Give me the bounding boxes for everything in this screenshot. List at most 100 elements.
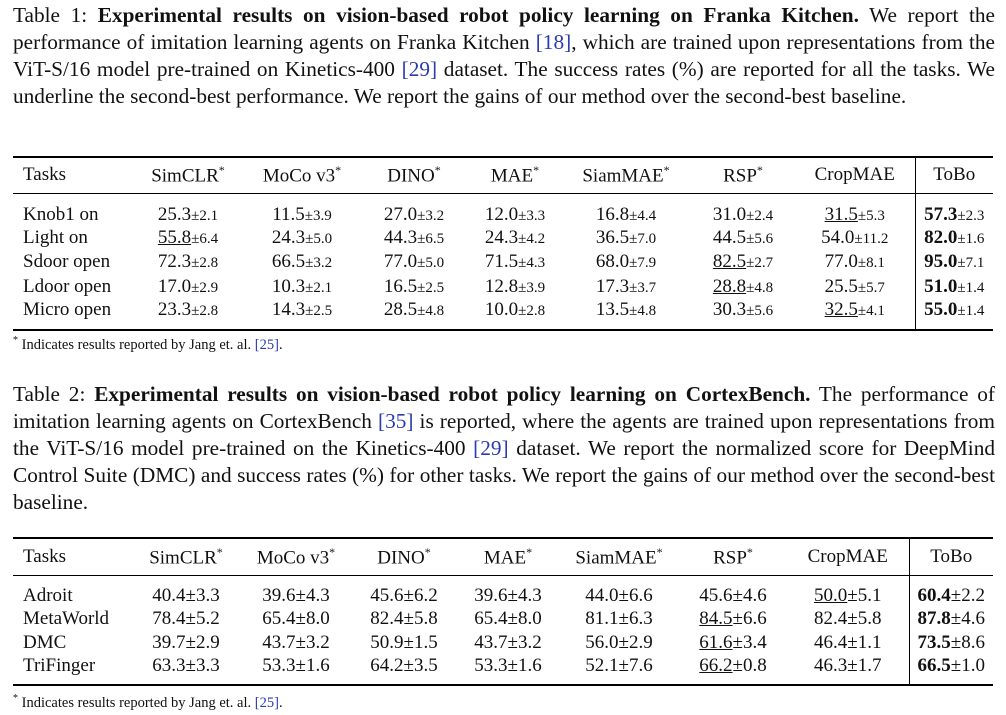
cell-simclr: 40.4±3.3 [152, 585, 220, 606]
row-task-label: DMC [23, 632, 67, 653]
cell-tobo: 51.0±1.4 [914, 274, 993, 299]
cell-rsp: 84.5±6.6 [699, 608, 767, 629]
cell-siammae: 68.0±7.9 [595, 251, 657, 273]
header-cropmae: CropMAE [787, 537, 909, 576]
table-row: Adroit 40.4±3.3 39.6±4.3 45.6±6.2 39.6±4.3 44… [13, 575, 993, 607]
cell-siammae: 56.0±2.9 [585, 632, 653, 653]
cell-dino: 64.2±3.5 [351, 655, 457, 686]
cell-mocov3: 65.4±8.0 [262, 608, 330, 629]
cell-tobo: 60.4±2.2 [908, 575, 993, 607]
row-task-label: Ldoor open [23, 275, 112, 297]
table2-caption-title: Experimental results on vision-based rob… [94, 382, 811, 406]
cell-simclr: 39.7±2.9 [152, 632, 220, 653]
cell-rsp: 61.6±3.4 [699, 632, 767, 653]
header-cropmae: CropMAE [795, 156, 915, 194]
table2-caption-label: Table 2: [13, 382, 86, 406]
cell-rsp: 28.8±4.8 [712, 275, 774, 297]
cell-cropmae: 54.0±11.2 [821, 226, 889, 248]
cell-cropmae: 82.4±5.8 [814, 608, 882, 629]
cell-dino: 44.3±6.5 [383, 226, 445, 248]
cell-mae: 71.5±4.3 [484, 251, 546, 273]
table-row: MetaWorld 78.4±5.2 65.4±8.0 82.4±5.8 65.4±8.… [13, 607, 993, 631]
table1-header-row: Tasks SimCLR* MoCo v3* DINO* MAE* SiamMA… [13, 156, 993, 194]
cell-simclr: 72.3±2.8 [157, 251, 219, 273]
table2-caption-text: The performance of imitation learning ag… [13, 382, 995, 433]
cell-siammae: 52.1±7.6 [559, 655, 679, 686]
cell-siammae: 44.0±6.6 [585, 585, 653, 606]
cell-dino: 28.5±4.8 [359, 299, 469, 331]
table2-caption-text: is reported, where the agents are traine… [13, 409, 995, 460]
cell-cropmae: 25.5±5.7 [824, 275, 885, 297]
cell-cropmae: 50.0±5.1 [814, 585, 882, 606]
table1: Tasks SimCLR* MoCo v3* DINO* MAE* SiamMA… [13, 156, 993, 331]
table-row: Light on 55.8±6.4 24.3±5.0 44.3±6.5 24.3±4.2… [13, 225, 993, 250]
cell-tobo: 87.8±4.6 [908, 607, 993, 631]
header-tasks: Tasks [13, 537, 131, 576]
cell-tobo: 82.0±1.6 [914, 225, 993, 250]
cell-mocov3: 43.7±3.2 [262, 632, 330, 653]
citation-link[interactable]: [29] [473, 436, 509, 460]
cell-simclr: 63.3±3.3 [131, 655, 241, 686]
cell-tobo: 55.0±1.4 [914, 299, 993, 331]
table2-header-row: Tasks SimCLR* MoCo v3* DINO* MAE* SiamMA… [13, 537, 993, 576]
row-task-label: TriFinger [13, 655, 131, 686]
table1-caption-text: , which are trained upon representations… [13, 30, 995, 81]
citation-link[interactable]: [25] [254, 694, 279, 711]
table-row: Ldoor open 17.0±2.9 10.3±2.1 16.5±2.5 12.8±3… [13, 274, 993, 299]
table-row: Sdoor open 72.3±2.8 66.5±3.2 77.0±5.0 71.5±4… [13, 250, 993, 275]
cell-mae: 53.3±1.6 [457, 655, 559, 686]
cell-tobo: 57.3±2.3 [914, 193, 993, 226]
cell-simclr: 55.8±6.4 [157, 226, 219, 248]
citation-link[interactable]: [35] [378, 409, 414, 433]
cell-tobo: 66.5±1.0 [908, 655, 993, 686]
cell-dino: 82.4±5.8 [370, 608, 438, 629]
cell-cropmae: 46.4±1.1 [814, 632, 882, 653]
header-siammae: SiamMAE* [559, 537, 679, 576]
header-mocov3: MoCo v3* [241, 537, 351, 576]
cell-simclr: 23.3±2.8 [131, 299, 245, 331]
cell-rsp: 66.2±0.8 [679, 655, 787, 686]
cell-simclr: 25.3±2.1 [157, 203, 219, 225]
cell-rsp: 30.3±5.6 [691, 299, 795, 331]
citation-link[interactable]: [25] [254, 336, 279, 353]
header-dino: DINO* [359, 156, 469, 194]
cell-mae: 65.4±8.0 [474, 608, 542, 629]
table-row: Knob1 on 25.3±2.1 11.5±3.9 27.0±3.2 12.0±3.3… [13, 193, 993, 226]
cell-rsp: 45.6±4.6 [699, 585, 767, 606]
cell-cropmae: 32.5±4.1 [795, 299, 915, 331]
header-siammae: SiamMAE* [561, 156, 691, 194]
table1-caption: Table 1: Experimental results on vision-… [13, 2, 995, 110]
cell-simclr: 17.0±2.9 [157, 275, 219, 297]
table-row: Micro open 23.3±2.8 14.3±2.5 28.5±4.8 10.0±2… [13, 299, 993, 331]
header-tasks: Tasks [13, 156, 131, 194]
header-tobo: ToBo [908, 537, 993, 576]
cell-mocov3: 24.3±5.0 [271, 226, 333, 248]
cell-rsp: 31.0±2.4 [712, 203, 774, 225]
table-row: TriFinger 63.3±3.3 53.3±1.6 64.2±3.5 53.3±1.… [13, 655, 993, 686]
table1-caption-label: Table 1: [13, 3, 88, 27]
cell-mocov3: 14.3±2.5 [245, 299, 359, 331]
cell-dino: 77.0±5.0 [383, 251, 445, 273]
cell-mae: 24.3±4.2 [484, 226, 546, 248]
citation-link[interactable]: [18] [535, 30, 572, 54]
cell-mae: 10.0±2.8 [469, 299, 561, 331]
cell-siammae: 81.1±6.3 [585, 608, 653, 629]
citation-link[interactable]: [29] [401, 57, 438, 81]
cell-mae: 12.0±3.3 [484, 203, 546, 225]
table1-footnote: * Indicates results reported by Jang et.… [13, 335, 283, 353]
row-task-label: Adroit [23, 585, 73, 606]
cell-mocov3: 53.3±1.6 [241, 655, 351, 686]
cell-mae: 12.8±3.9 [484, 275, 546, 297]
cell-mocov3: 66.5±3.2 [271, 251, 333, 273]
table-row: DMC 39.7±2.9 43.7±3.2 50.9±1.5 43.7±3.2 56.0±… [13, 631, 993, 655]
cell-mocov3: 39.6±4.3 [262, 585, 330, 606]
cell-mae: 43.7±3.2 [474, 632, 542, 653]
cell-siammae: 36.5±7.0 [595, 226, 657, 248]
table2-footnote: * Indicates results reported by Jang et.… [13, 693, 283, 711]
cell-rsp: 44.5±5.6 [712, 226, 774, 248]
table1-caption-text: dataset. The success rates (%) are repor… [13, 57, 996, 108]
table1-caption-title: Experimental results on vision-based rob… [97, 3, 859, 27]
table2-caption: Table 2: Experimental results on vision-… [13, 381, 995, 516]
cell-cropmae: 46.3±1.7 [787, 655, 909, 686]
cell-siammae: 13.5±4.8 [561, 299, 691, 331]
